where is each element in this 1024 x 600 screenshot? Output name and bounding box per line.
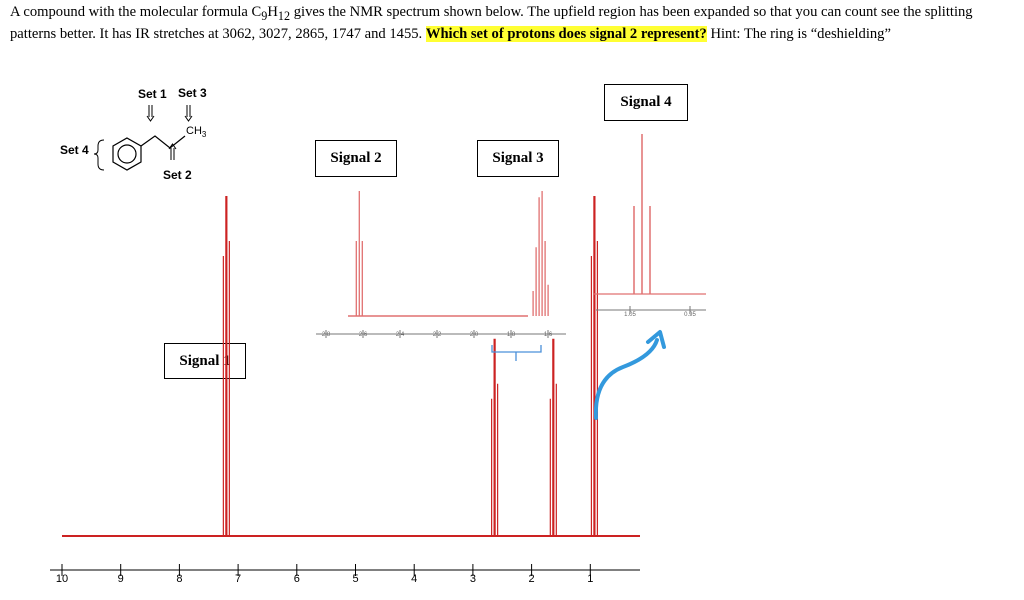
- inset2-tick-label: 1.05: [624, 312, 636, 318]
- inset-signal4: 1.05 0.95: [593, 134, 706, 318]
- x-tick-label: 4: [411, 573, 417, 585]
- ch3-label: CH3: [186, 125, 206, 139]
- x-tick-label: 9: [118, 573, 124, 585]
- inset1-peak-2: [532, 191, 549, 316]
- benzene-ring-icon: [112, 137, 142, 171]
- inset1-tick-label: 2.0: [470, 332, 479, 338]
- inset1-tick-label: 2.8: [322, 332, 331, 338]
- formula-sub-9: 9: [261, 8, 268, 23]
- x-tick-label: 10: [56, 573, 68, 585]
- x-tick-label: 3: [470, 573, 476, 585]
- inset2-tick-label: 0.95: [684, 312, 696, 318]
- signal4-box: Signal 4: [604, 84, 688, 121]
- formula-h: H: [267, 4, 278, 20]
- x-tick-label: 2: [529, 573, 535, 585]
- ch3-sub: 3: [201, 130, 207, 140]
- signal3-brace-icon: [491, 345, 542, 361]
- main-spectrum: [62, 196, 640, 537]
- question-text: A compound with the molecular formula C9…: [10, 3, 1010, 43]
- question-highlight: Which set of protons does signal 2 repre…: [425, 25, 707, 42]
- set1-label: Set 1: [138, 87, 167, 101]
- question-part2: gives the NMR spectrum shown below. The …: [10, 4, 973, 42]
- set4-brace-icon: [93, 139, 105, 171]
- signal3-box: Signal 3: [477, 140, 559, 177]
- set2-label: Set 2: [163, 168, 192, 182]
- inset1-tick-label: 1.8: [507, 332, 516, 338]
- x-tick-label: 1: [587, 573, 593, 585]
- formula-sub-12: 12: [277, 8, 291, 23]
- question-part1: A compound with the molecular formula C: [10, 4, 262, 20]
- signal2-box: Signal 2: [315, 140, 397, 177]
- inset1-tick-label: 2.6: [359, 332, 368, 338]
- x-tick-label: 7: [235, 573, 241, 585]
- set4-label: Set 4: [60, 143, 89, 157]
- x-tick-label: 8: [176, 573, 182, 585]
- peak-2: [491, 338, 499, 536]
- inset1-tick-label: 2.4: [396, 332, 405, 338]
- inset2-peak-1: [633, 134, 651, 294]
- inset1-tick-label: 2.2: [433, 332, 442, 338]
- curved-arrow-head-icon: [646, 330, 666, 349]
- set3-label: Set 3: [178, 86, 207, 100]
- peak-4: [590, 196, 599, 536]
- inset1-peak-1: [355, 191, 363, 316]
- main-axis: 10 9 8 7 6 5 4 3 2 1: [50, 564, 640, 585]
- inset-upfield: 2.8 2.6 2.4 2.2 2.0 1.8 1.6: [316, 191, 566, 338]
- signal1-box: Signal 1: [164, 343, 246, 379]
- ch3-text: CH: [186, 125, 202, 137]
- x-tick-label: 5: [352, 573, 358, 585]
- set1-arrow-icon: [146, 105, 155, 122]
- question-hint: Hint: The ring is “deshielding”: [706, 25, 891, 42]
- inset1-tick-label: 1.6: [544, 332, 553, 338]
- propyl-chain: [140, 135, 186, 149]
- x-tick-label: 6: [294, 573, 300, 585]
- set3-arrow-icon: [184, 105, 193, 122]
- molecule-structure: [93, 105, 193, 171]
- curved-arrow-icon: [593, 338, 659, 420]
- peak-3: [549, 338, 557, 536]
